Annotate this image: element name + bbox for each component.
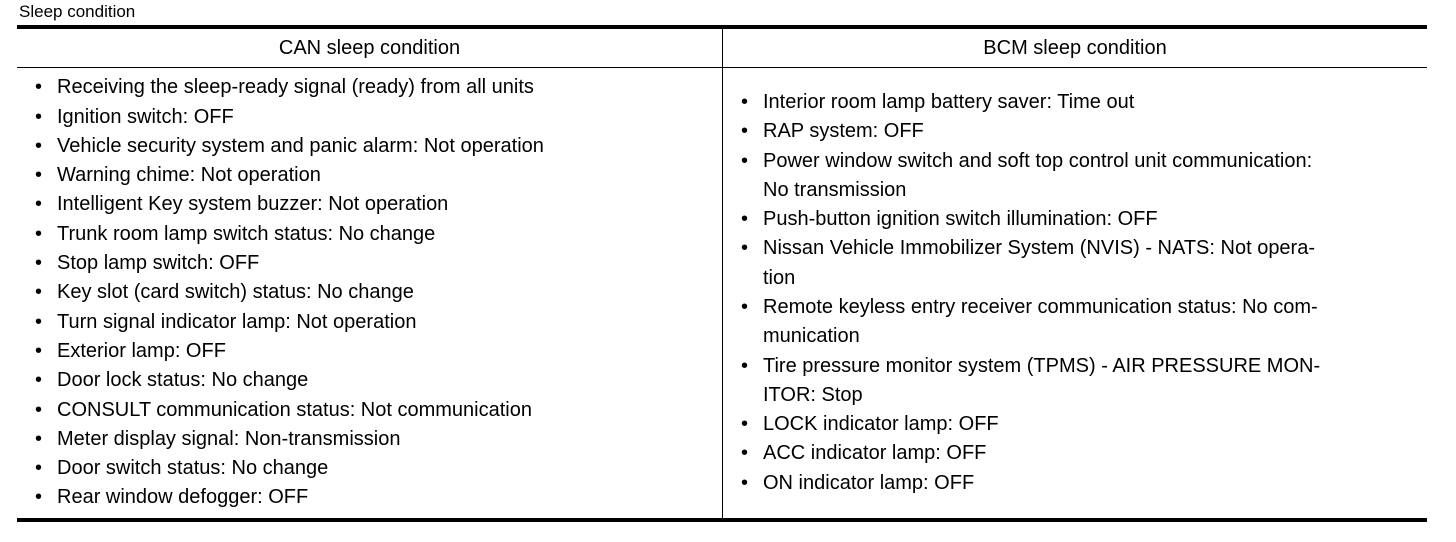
list-item: • Ignition switch: OFF: [35, 103, 722, 132]
list-item: • Meter display signal: Non-transmission: [35, 425, 722, 454]
bullet-icon: •: [741, 296, 749, 318]
list-item: • Nissan Vehicle Immobilizer System (NVIS…: [741, 234, 1427, 293]
bullet-icon: •: [741, 354, 749, 377]
list-item: • Intelligent Key system buzzer: Not oper…: [35, 190, 722, 219]
bullet-icon: •: [35, 457, 43, 480]
list-item-text: No transmission: [763, 178, 907, 201]
list-item-text: Tire pressure monitor system (TPMS) - AI…: [763, 354, 1321, 377]
list-item-text: CONSULT communication status: Not commun…: [57, 398, 532, 421]
list-item-text: Receiving the sleep-ready signal (ready)…: [57, 76, 534, 99]
bullet-icon: •: [741, 208, 749, 231]
list-item-text: Nissan Vehicle Immobilizer System (NVIS)…: [763, 237, 1316, 260]
can-cell: • Receiving the sleep-ready signal (ready…: [17, 67, 723, 522]
list-item-text: Rear window defogger: OFF: [57, 486, 309, 509]
list-item-text: Warning chime: Not operation: [57, 164, 321, 187]
bullet-icon: •: [741, 442, 749, 465]
list-item: • Power window switch and soft top contro…: [741, 147, 1427, 206]
bcm-list: • Interior room lamp battery saver: Time …: [723, 88, 1427, 498]
list-item-text: Door lock status: No change: [57, 369, 309, 392]
list-item: • ON indicator lamp: OFF: [741, 469, 1427, 498]
list-item: • RAP system: OFF: [741, 117, 1427, 146]
bullet-icon: •: [35, 310, 43, 333]
list-item: • CONSULT communication status: Not commu…: [35, 396, 722, 425]
bullet-icon: •: [35, 252, 43, 275]
bullet-icon: •: [741, 90, 749, 113]
bullet-icon: •: [741, 471, 749, 494]
bcm-cell: • Interior room lamp battery saver: Time …: [722, 67, 1427, 522]
list-item: • ACC indicator lamp: OFF: [741, 439, 1427, 468]
list-item: • Push-button ignition switch illuminatio…: [741, 205, 1427, 234]
list-item: • Interior room lamp battery saver: Time …: [741, 88, 1427, 117]
bullet-icon: •: [741, 237, 749, 260]
list-item-text: munication: [763, 325, 860, 348]
bullet-icon: •: [35, 369, 43, 392]
list-item: • Key slot (card switch) status: No chang…: [35, 278, 722, 307]
section-title: Sleep condition: [19, 2, 136, 21]
list-item: • Rear window defogger: OFF: [35, 483, 722, 512]
list-item-text: Key slot (card switch) status: No change: [57, 281, 414, 304]
bullet-icon: •: [35, 134, 43, 157]
list-item-text: Push-button ignition switch illumination…: [763, 208, 1158, 231]
list-item-text: ON indicator lamp: OFF: [763, 471, 975, 494]
header-bcm: BCM sleep condition: [722, 25, 1427, 68]
list-item-text: tion: [763, 266, 796, 289]
list-item-text: Stop lamp switch: OFF: [57, 252, 260, 275]
bullet-icon: •: [35, 486, 43, 509]
sleep-condition-table: CAN sleep condition BCM sleep condition …: [17, 25, 1427, 522]
list-item-text: Intelligent Key system buzzer: Not opera…: [57, 193, 449, 216]
list-item: • Remote keyless entry receiver communica…: [741, 293, 1427, 352]
bullet-icon: •: [35, 164, 43, 187]
list-item-text: Exterior lamp: OFF: [57, 339, 226, 362]
bullet-icon: •: [741, 413, 749, 436]
bullet-icon: •: [35, 281, 43, 304]
list-item: • Vehicle security system and panic alarm…: [35, 132, 722, 161]
bullet-icon: •: [35, 339, 43, 362]
bullet-icon: •: [35, 222, 43, 245]
bullet-icon: •: [35, 76, 43, 99]
list-item-text: ACC indicator lamp: OFF: [763, 442, 987, 465]
bullet-icon: •: [35, 398, 43, 421]
list-item-text: Ignition switch: OFF: [57, 105, 234, 128]
header-row: CAN sleep condition BCM sleep condition: [17, 25, 1427, 68]
list-item-text: Power window switch and soft top control…: [763, 149, 1313, 172]
list-item: • Door switch status: No change: [35, 454, 722, 483]
list-item: • Warning chime: Not operation: [35, 161, 722, 190]
list-item-text: Turn signal indicator lamp: Not operatio…: [57, 310, 417, 333]
list-item: • LOCK indicator lamp: OFF: [741, 410, 1427, 439]
list-item-text: Door switch status: No change: [57, 457, 329, 480]
body-row: • Receiving the sleep-ready signal (ready…: [17, 67, 1427, 522]
bullet-icon: •: [741, 120, 749, 143]
list-item-text: Meter display signal: Non-transmission: [57, 427, 401, 450]
list-item-text: RAP system: OFF: [763, 120, 924, 143]
list-item: • Door lock status: No change: [35, 366, 722, 395]
list-item-text: Trunk room lamp switch status: No change: [57, 222, 436, 245]
can-list: • Receiving the sleep-ready signal (ready…: [17, 73, 722, 512]
bullet-icon: •: [35, 427, 43, 450]
list-item: • Stop lamp switch: OFF: [35, 249, 722, 278]
list-item-text: ITOR: Stop: [763, 383, 863, 406]
bullet-icon: •: [35, 105, 43, 128]
bullet-icon: •: [35, 193, 43, 216]
list-item-text: Vehicle security system and panic alarm:…: [57, 134, 544, 157]
list-item: • Exterior lamp: OFF: [35, 337, 722, 366]
list-item: • Receiving the sleep-ready signal (ready…: [35, 73, 722, 102]
list-item: • Tire pressure monitor system (TPMS) - A…: [741, 352, 1427, 411]
list-item-text: LOCK indicator lamp: OFF: [763, 413, 999, 436]
list-item: • Trunk room lamp switch status: No chang…: [35, 220, 722, 249]
bullet-icon: •: [741, 149, 749, 172]
header-can: CAN sleep condition: [17, 25, 723, 68]
list-item-text: Interior room lamp battery saver: Time o…: [763, 90, 1135, 113]
list-item: • Turn signal indicator lamp: Not operati…: [35, 308, 722, 337]
list-item-text: Remote keyless entry receiver communicat…: [763, 296, 1318, 318]
